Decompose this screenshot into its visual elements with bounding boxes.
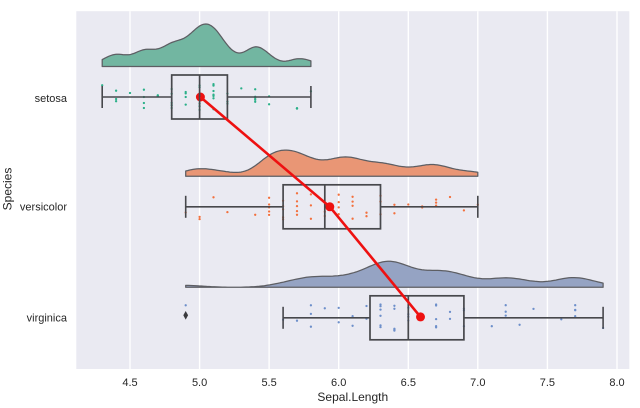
svg-text:versicolor: versicolor — [20, 202, 67, 214]
svg-text:8.0: 8.0 — [609, 377, 624, 389]
svg-text:4.5: 4.5 — [122, 377, 137, 389]
svg-text:7.0: 7.0 — [470, 377, 485, 389]
svg-text:5.5: 5.5 — [261, 377, 276, 389]
svg-text:setosa: setosa — [35, 93, 68, 105]
svg-text:6.5: 6.5 — [401, 377, 416, 389]
svg-text:Species: Species — [1, 168, 15, 211]
svg-text:7.5: 7.5 — [540, 377, 555, 389]
svg-text:5.0: 5.0 — [192, 377, 207, 389]
svg-text:6.0: 6.0 — [331, 377, 346, 389]
svg-text:Sepal.Length: Sepal.Length — [317, 390, 388, 404]
svg-text:virginica: virginica — [27, 313, 68, 325]
